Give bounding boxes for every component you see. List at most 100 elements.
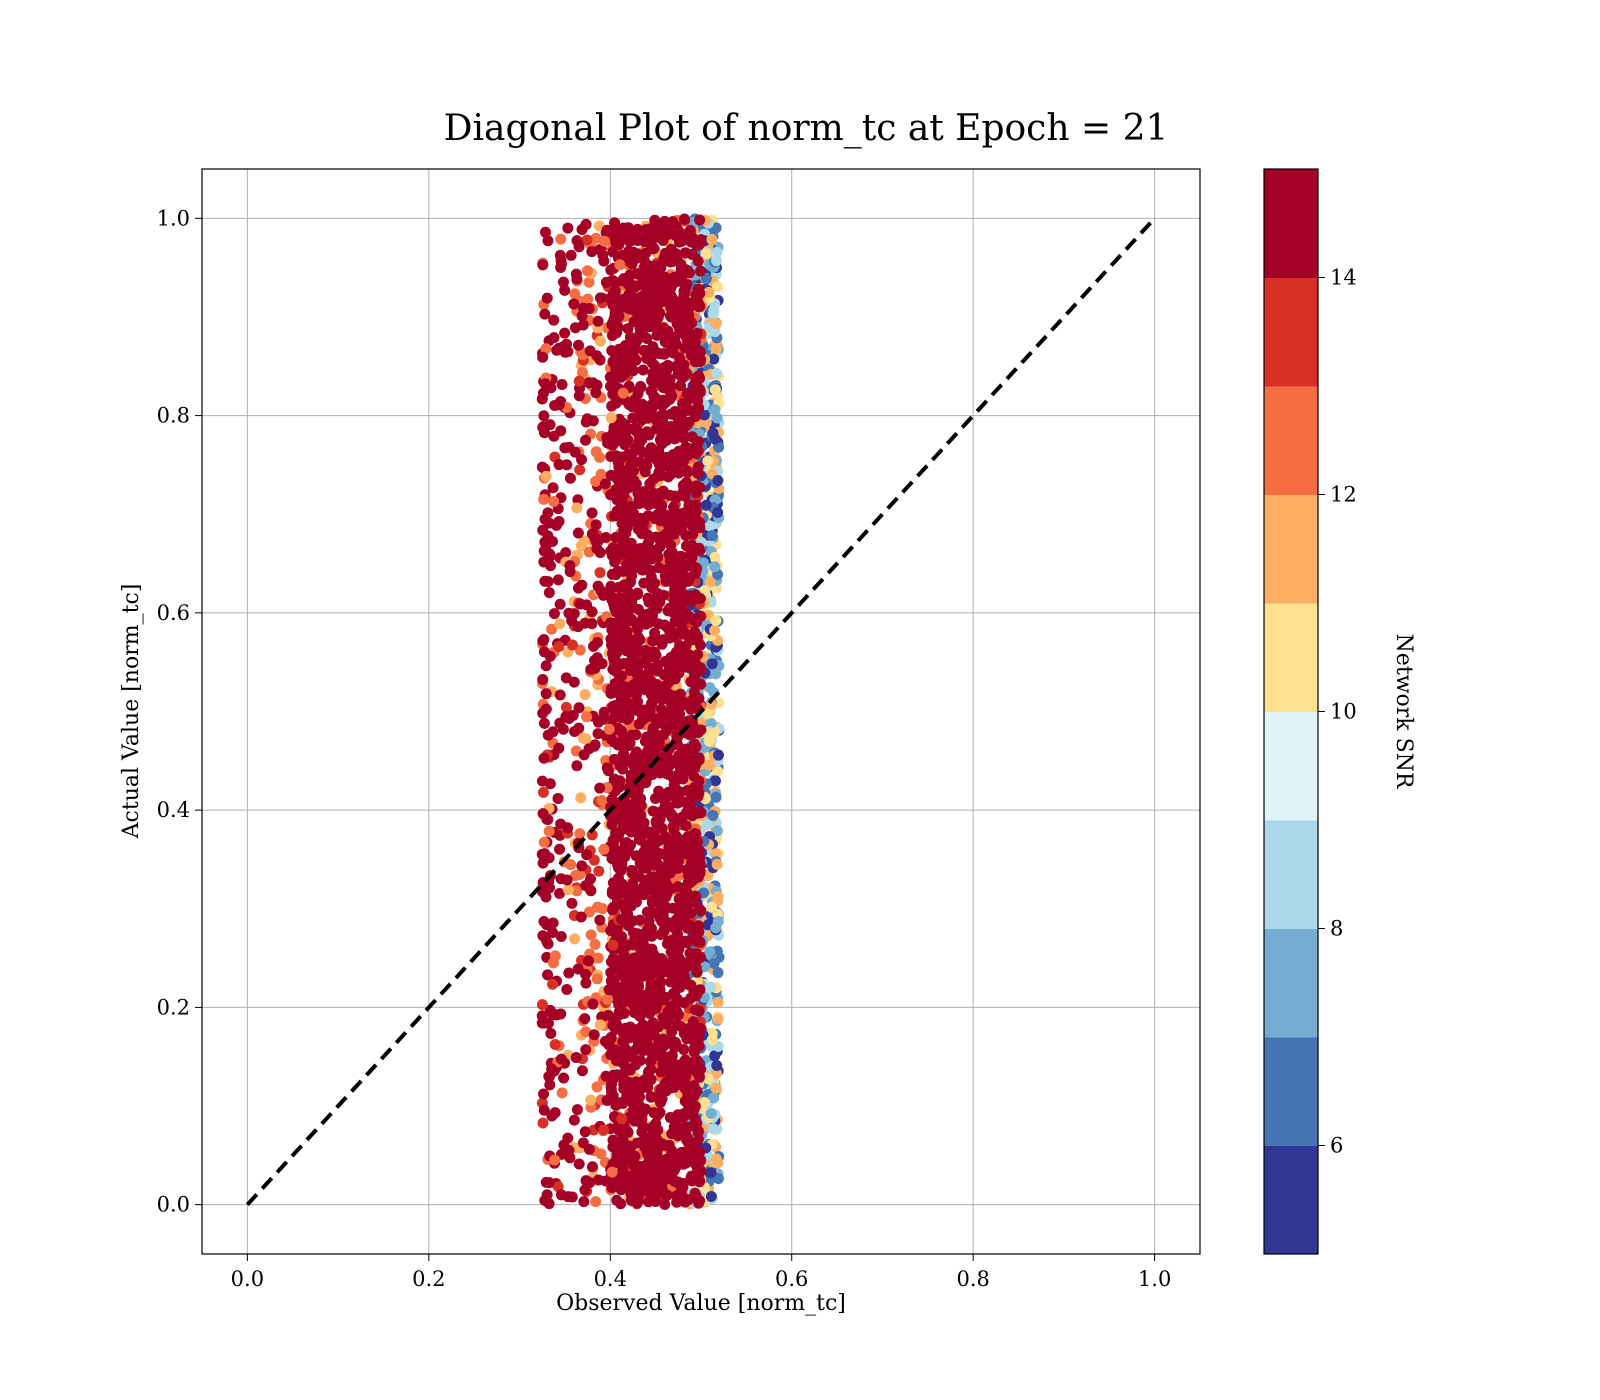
scatter-point xyxy=(627,643,639,655)
scatter-point xyxy=(712,997,724,1009)
scatter-point xyxy=(573,702,585,714)
scatter-point xyxy=(624,737,636,749)
scatter-point xyxy=(537,930,549,942)
scatter-point xyxy=(569,933,581,945)
scatter-point xyxy=(695,610,707,622)
colorbar-tick-label: 14 xyxy=(1330,266,1357,290)
scatter-point xyxy=(690,448,702,460)
y-tick-label: 0.6 xyxy=(157,601,190,625)
scatter-point xyxy=(640,777,652,789)
scatter-point xyxy=(632,604,644,616)
scatter-point xyxy=(710,791,722,803)
scatter-point xyxy=(692,401,704,413)
scatter-point xyxy=(594,567,606,579)
scatter-point xyxy=(709,384,721,396)
scatter-point xyxy=(659,619,671,631)
scatter-point xyxy=(690,891,702,903)
scatter-point xyxy=(572,621,584,633)
scatter-point xyxy=(634,634,646,646)
scatter-point xyxy=(547,927,559,939)
scatter-point xyxy=(693,301,705,313)
scatter-point xyxy=(628,1024,640,1036)
scatter-point xyxy=(647,690,659,702)
scatter-point xyxy=(710,922,722,934)
scatter-point xyxy=(598,255,610,267)
scatter-point xyxy=(674,769,686,781)
scatter-point xyxy=(619,367,631,379)
scatter-point xyxy=(588,1029,600,1041)
scatter-point xyxy=(660,396,672,408)
scatter-point xyxy=(609,303,621,315)
scatter-point xyxy=(608,773,620,785)
scatter-point xyxy=(542,507,554,519)
scatter-point xyxy=(669,615,681,627)
scatter-point xyxy=(606,330,618,342)
colorbar-tick-label: 10 xyxy=(1330,700,1357,724)
scatter-point xyxy=(618,636,630,648)
scatter-point xyxy=(610,532,622,544)
scatter-point xyxy=(637,714,649,726)
scatter-point xyxy=(664,867,676,879)
scatter-point xyxy=(556,1087,568,1099)
scatter-point xyxy=(630,1076,642,1088)
scatter-point xyxy=(572,963,584,975)
scatter-point xyxy=(602,437,614,449)
scatter-point xyxy=(616,796,628,808)
scatter-point xyxy=(571,273,583,285)
scatter-point xyxy=(551,344,563,356)
scatter-point xyxy=(592,315,604,327)
scatter-point xyxy=(672,854,684,866)
scatter-point xyxy=(571,502,583,514)
scatter-point xyxy=(576,367,588,379)
scatter-point xyxy=(537,674,549,686)
scatter-point xyxy=(606,1166,618,1178)
scatter-point xyxy=(571,760,583,772)
scatter-point xyxy=(659,831,671,843)
scatter-point xyxy=(668,845,680,857)
plot-frame xyxy=(201,168,1201,1255)
scatter-point xyxy=(662,471,674,483)
scatter-point xyxy=(617,539,629,551)
scatter-point xyxy=(708,727,720,739)
scatter-point xyxy=(609,556,621,568)
scatter-point xyxy=(663,632,675,644)
scatter-point xyxy=(668,1081,680,1093)
scatter-point xyxy=(592,716,604,728)
scatter-point xyxy=(669,490,681,502)
scatter-point xyxy=(647,299,659,311)
scatter-point xyxy=(641,608,653,620)
colorbar-tick-label: 12 xyxy=(1330,483,1357,507)
scatter-point xyxy=(655,928,667,940)
scatter-point xyxy=(645,553,657,565)
scatter-point xyxy=(539,378,551,390)
scatter-point xyxy=(626,867,638,879)
x-tick-label: 0.0 xyxy=(231,1267,264,1291)
scatter-point xyxy=(694,346,706,358)
scatter-point xyxy=(657,910,669,922)
scatter-point xyxy=(659,508,671,520)
scatter-point xyxy=(574,644,586,656)
scatter-point xyxy=(563,607,575,619)
scatter-point xyxy=(579,1184,591,1196)
scatter-point xyxy=(630,729,642,741)
scatter-point xyxy=(654,465,666,477)
scatter-point xyxy=(647,582,659,594)
scatter-point xyxy=(562,884,574,896)
scatter-point xyxy=(591,973,603,985)
scatter-point xyxy=(614,658,626,670)
scatter-point xyxy=(680,247,692,259)
scatter-point xyxy=(640,562,652,574)
scatter-point xyxy=(682,1026,694,1038)
colorbar-segment xyxy=(1264,928,1318,1038)
scatter-point xyxy=(544,778,556,790)
scatter-point xyxy=(566,1191,578,1203)
scatter-point xyxy=(680,540,692,552)
scatter-point xyxy=(641,426,653,438)
scatter-point xyxy=(589,938,601,950)
scatter-point xyxy=(556,378,568,390)
scatter-point xyxy=(695,724,707,736)
scatter-point xyxy=(614,688,626,700)
scatter-point xyxy=(553,459,565,471)
scatter-point xyxy=(682,1132,694,1144)
scatter-point xyxy=(594,335,606,347)
